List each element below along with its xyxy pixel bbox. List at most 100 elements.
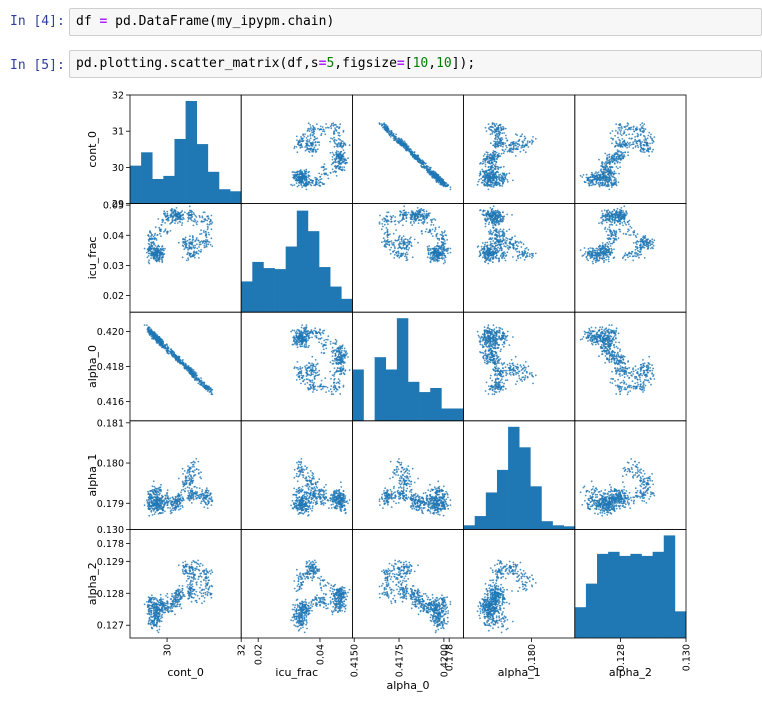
scatter-point bbox=[496, 211, 499, 213]
scatter-point bbox=[652, 241, 654, 244]
scatter-point bbox=[331, 151, 334, 154]
scatter-point bbox=[435, 255, 438, 257]
scatter-point bbox=[403, 218, 405, 220]
scatter-point bbox=[411, 215, 414, 218]
scatter-point bbox=[604, 228, 606, 231]
scatter-point bbox=[312, 126, 315, 129]
scatter-point bbox=[331, 158, 334, 161]
scatter-point bbox=[512, 179, 514, 182]
scatter-point bbox=[486, 151, 489, 154]
scatter-point bbox=[491, 132, 494, 135]
scatter-point bbox=[176, 215, 179, 218]
scatter-point bbox=[398, 236, 400, 238]
scatter-point bbox=[512, 142, 515, 145]
scatter-point bbox=[639, 239, 642, 241]
scatter-point bbox=[329, 152, 332, 154]
scatter-point bbox=[479, 209, 481, 212]
scatter-point bbox=[157, 218, 160, 220]
scatter-point bbox=[394, 216, 396, 218]
scatter-point bbox=[293, 176, 295, 179]
scatter-point bbox=[500, 127, 502, 130]
scatter-point bbox=[411, 156, 414, 158]
panel-cont_0-vs-icu_frac bbox=[240, 94, 353, 204]
scatter-point bbox=[495, 165, 498, 168]
code-input[interactable]: pd.plotting.scatter_matrix(df,s=5,figsiz… bbox=[69, 50, 762, 78]
scatter-point bbox=[426, 245, 429, 248]
scatter-point bbox=[626, 141, 629, 144]
scatter-point bbox=[498, 178, 501, 180]
code-input[interactable]: df = pd.DataFrame(my_ipypm.chain) bbox=[69, 8, 762, 36]
scatter-point bbox=[202, 240, 205, 243]
scatter-point bbox=[599, 174, 602, 177]
scatter-point bbox=[608, 188, 611, 191]
scatter-point bbox=[483, 245, 486, 248]
code-cell-5[interactable]: In [5]: pd.plotting.scatter_matrix(df,s=… bbox=[0, 50, 762, 82]
scatter-point bbox=[307, 150, 310, 153]
scatter-point bbox=[484, 170, 487, 173]
scatter-point bbox=[590, 180, 593, 183]
scatter-point bbox=[431, 228, 434, 231]
scatter-point bbox=[413, 151, 416, 154]
scatter-point bbox=[645, 244, 647, 247]
scatter-point bbox=[422, 209, 424, 212]
scatter-point bbox=[497, 142, 499, 145]
scatter-point bbox=[337, 165, 339, 167]
scatter-point bbox=[425, 212, 428, 215]
scatter-point bbox=[633, 130, 636, 133]
scatter-point bbox=[527, 248, 530, 251]
scatter-point bbox=[615, 224, 618, 227]
scatter-point bbox=[166, 210, 169, 213]
code-cell-4[interactable]: In [4]: df = pd.DataFrame(my_ipypm.chain… bbox=[0, 6, 762, 38]
scatter-point bbox=[348, 144, 351, 147]
scatter-point bbox=[601, 161, 604, 163]
scatter-point bbox=[485, 250, 488, 253]
scatter-point bbox=[169, 209, 172, 212]
scatter-point bbox=[342, 149, 345, 151]
scatter-point bbox=[495, 151, 498, 154]
scatter-point bbox=[611, 210, 614, 213]
scatter-point bbox=[499, 240, 502, 243]
scatter-point bbox=[491, 126, 493, 129]
scatter-point bbox=[206, 219, 209, 222]
scatter-point bbox=[415, 158, 418, 161]
scatter-point bbox=[315, 180, 318, 183]
scatter-point bbox=[389, 233, 391, 236]
scatter-point bbox=[639, 124, 642, 126]
scatter-point bbox=[430, 224, 432, 226]
scatter-point bbox=[417, 154, 420, 157]
scatter-point bbox=[186, 253, 189, 256]
scatter-point bbox=[483, 252, 486, 254]
scatter-point bbox=[409, 240, 411, 243]
scatter-point bbox=[498, 212, 500, 215]
scatter-point bbox=[485, 245, 488, 248]
scatter-point bbox=[190, 243, 193, 246]
scatter-point bbox=[320, 166, 323, 169]
scatter-point bbox=[386, 211, 388, 214]
scatter-point bbox=[301, 140, 303, 142]
scatter-point bbox=[624, 252, 627, 255]
scatter-point bbox=[491, 179, 494, 182]
scatter-point bbox=[496, 250, 499, 253]
scatter-point bbox=[434, 250, 437, 252]
scatter-point bbox=[493, 140, 495, 143]
scatter-point bbox=[611, 161, 614, 164]
scatter-point bbox=[421, 232, 423, 235]
scatter-point bbox=[490, 185, 493, 188]
scatter-point bbox=[314, 127, 316, 129]
scatter-point bbox=[404, 253, 407, 255]
scatter-point bbox=[615, 165, 618, 168]
scatter-point bbox=[489, 178, 492, 180]
scatter-point bbox=[520, 253, 523, 256]
scatter-point bbox=[634, 145, 637, 147]
scatter-point bbox=[160, 235, 162, 238]
scatter-point bbox=[489, 166, 492, 169]
scatter-point bbox=[383, 125, 385, 128]
scatter-point bbox=[625, 134, 628, 137]
scatter-point bbox=[148, 259, 151, 262]
scatter-point bbox=[194, 256, 196, 259]
scatter-point bbox=[174, 222, 176, 225]
scatter-point bbox=[632, 128, 635, 131]
scatter-point bbox=[338, 153, 341, 156]
scatter-point bbox=[508, 245, 511, 248]
scatter-point bbox=[401, 240, 403, 243]
